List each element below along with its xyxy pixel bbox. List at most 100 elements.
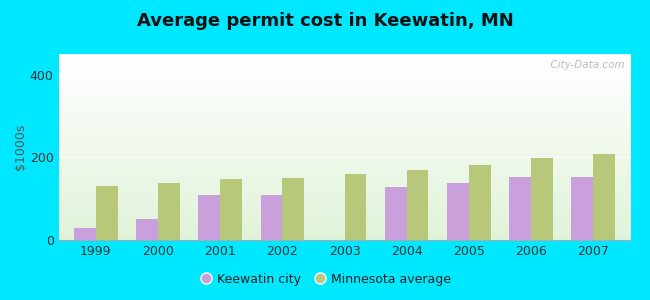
Bar — [58, 94, 630, 95]
Bar — [58, 229, 630, 230]
Bar — [58, 107, 630, 108]
Bar — [58, 172, 630, 173]
Bar — [58, 120, 630, 121]
Bar — [282, 178, 304, 240]
Bar — [58, 103, 630, 104]
Bar — [385, 187, 407, 240]
Bar — [58, 72, 630, 73]
Bar — [58, 234, 630, 235]
Bar — [58, 128, 630, 129]
Bar — [58, 131, 630, 132]
Bar — [58, 200, 630, 201]
Bar — [58, 195, 630, 196]
Bar — [58, 230, 630, 231]
Bar — [136, 219, 158, 240]
Bar — [58, 167, 630, 168]
Bar — [58, 60, 630, 61]
Bar — [58, 114, 630, 116]
Bar — [261, 195, 282, 240]
Bar — [58, 227, 630, 228]
Bar — [58, 140, 630, 141]
Bar — [58, 151, 630, 152]
Bar — [58, 68, 630, 69]
Bar — [58, 213, 630, 214]
Bar — [58, 82, 630, 83]
Text: Average permit cost in Keewatin, MN: Average permit cost in Keewatin, MN — [136, 12, 514, 30]
Bar — [571, 177, 593, 240]
Bar — [58, 86, 630, 88]
Bar — [58, 237, 630, 238]
Bar — [58, 88, 630, 89]
Bar — [58, 157, 630, 158]
Bar — [593, 154, 615, 240]
Bar — [58, 210, 630, 211]
Bar — [58, 147, 630, 148]
Bar — [58, 154, 630, 155]
Bar — [58, 93, 630, 94]
Bar — [58, 57, 630, 58]
Bar — [58, 169, 630, 170]
Bar — [58, 217, 630, 218]
Bar — [58, 139, 630, 140]
Bar — [58, 136, 630, 137]
Bar — [58, 165, 630, 166]
Bar — [58, 187, 630, 188]
Bar — [58, 92, 630, 93]
Bar — [58, 201, 630, 202]
Bar — [58, 65, 630, 66]
Bar — [58, 145, 630, 146]
Bar — [58, 181, 630, 182]
Bar — [158, 183, 180, 240]
Bar — [58, 153, 630, 154]
Bar — [58, 220, 630, 221]
Bar — [58, 226, 630, 227]
Text: City-Data.com: City-Data.com — [544, 60, 625, 70]
Bar — [58, 174, 630, 175]
Bar — [58, 77, 630, 78]
Bar — [58, 102, 630, 103]
Bar — [58, 236, 630, 237]
Bar — [58, 179, 630, 181]
Bar — [58, 185, 630, 186]
Bar — [58, 78, 630, 79]
Bar — [58, 198, 630, 199]
Bar — [58, 74, 630, 75]
Bar — [58, 143, 630, 144]
Bar — [58, 70, 630, 71]
Bar — [58, 228, 630, 229]
Bar — [58, 130, 630, 131]
Bar — [58, 218, 630, 219]
Bar — [58, 91, 630, 92]
Bar — [58, 202, 630, 203]
Bar — [58, 159, 630, 160]
Bar — [58, 223, 630, 224]
Bar — [58, 239, 630, 240]
Bar — [74, 228, 96, 240]
Bar — [58, 63, 630, 64]
Bar — [58, 97, 630, 98]
Bar — [58, 188, 630, 189]
Bar — [58, 122, 630, 123]
Bar — [58, 168, 630, 169]
Bar — [58, 162, 630, 163]
Bar — [407, 170, 428, 240]
Bar — [58, 127, 630, 128]
Bar — [58, 152, 630, 153]
Bar — [58, 138, 630, 139]
Bar — [58, 155, 630, 156]
Bar — [58, 75, 630, 76]
Bar — [58, 106, 630, 107]
Bar — [58, 186, 630, 187]
Bar — [58, 222, 630, 223]
Bar — [58, 73, 630, 74]
Bar — [58, 100, 630, 101]
Bar — [58, 163, 630, 164]
Bar — [58, 150, 630, 151]
Bar — [58, 156, 630, 157]
Bar — [58, 142, 630, 143]
Bar — [58, 205, 630, 206]
Bar — [58, 56, 630, 57]
Bar — [58, 98, 630, 99]
Bar — [58, 146, 630, 147]
Bar — [58, 135, 630, 136]
